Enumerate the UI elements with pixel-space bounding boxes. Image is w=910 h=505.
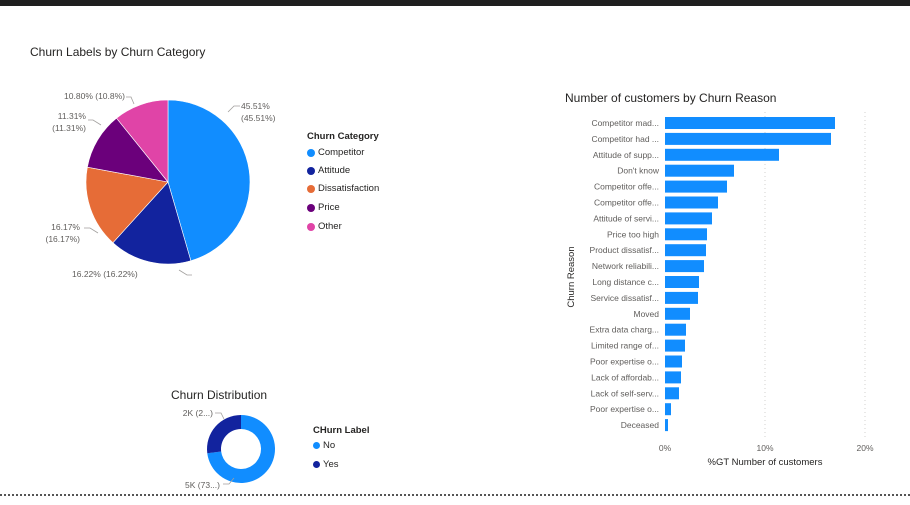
pie-label-competitor: 45.51% <box>241 101 270 111</box>
donut-legend-title: CHurn Label <box>313 425 370 436</box>
bar-category-label: Poor expertise o... <box>590 404 659 414</box>
pie-legend-title: Churn Category <box>307 131 379 142</box>
pie-slice-attitude[interactable] <box>112 181 192 265</box>
legend-label: Dissatisfaction <box>318 183 380 194</box>
bar[interactable] <box>665 244 706 257</box>
pie-label-dissatisfaction: 16.17% <box>51 222 80 232</box>
pie-slice-competitor[interactable] <box>167 99 251 262</box>
bar-category-label: Limited range of... <box>591 341 659 351</box>
bar[interactable] <box>665 291 698 304</box>
x-tick-label: 20% <box>856 443 873 453</box>
legend-label: Attitude <box>318 165 351 176</box>
legend-item-attitude[interactable]: Attitude <box>307 165 350 176</box>
bar-category-label: Network reliabili... <box>592 261 659 271</box>
bar-category-label: Competitor offe... <box>594 182 659 192</box>
legend-dot <box>313 461 320 468</box>
legend-item-price[interactable]: Price <box>307 202 340 213</box>
bar[interactable] <box>665 323 686 336</box>
legend-dot <box>307 166 315 175</box>
bar-category-label: Poor expertise o... <box>590 357 659 367</box>
pie-slice-other[interactable] <box>116 99 169 183</box>
bar-category-label: Product dissatisf... <box>590 245 659 255</box>
bar[interactable] <box>665 419 668 432</box>
legend-item-competitor[interactable]: Competitor <box>307 147 364 158</box>
leader-line <box>126 96 135 105</box>
pie-label-price: 11.31% <box>58 111 87 121</box>
leader-line <box>227 105 240 113</box>
legend-label: Other <box>318 221 342 232</box>
bar[interactable] <box>665 403 671 416</box>
legend-dot <box>307 222 315 231</box>
legend-item-no[interactable]: No <box>313 440 335 451</box>
x-tick-label: 10% <box>756 443 773 453</box>
bar[interactable] <box>665 132 831 145</box>
leader-line <box>223 477 235 485</box>
leader-line <box>88 119 102 126</box>
legend-dot <box>307 184 315 193</box>
x-tick-label: 0% <box>659 443 672 453</box>
bar-chart-title: Number of customers by Churn Reason <box>565 91 777 105</box>
bar[interactable] <box>665 371 681 384</box>
pie-label-price-pct: (11.31%) <box>52 123 86 133</box>
bar[interactable] <box>665 387 679 400</box>
legend-label: No <box>323 440 336 451</box>
donut-chart-title: Churn Distribution <box>171 388 268 402</box>
pie-chart-title: Churn Labels by Churn Category <box>30 45 206 59</box>
bar-category-label: Extra data charg... <box>590 325 659 335</box>
legend-dot <box>307 203 315 212</box>
bar[interactable] <box>665 196 718 209</box>
bar-category-label: Attitude of servi... <box>593 213 659 223</box>
pie-label-attitude: 16.22% (16.22%) <box>72 269 138 279</box>
pie-label-dissatisfaction-pct: (16.17%) <box>46 234 81 244</box>
legend-dot <box>307 148 315 157</box>
bottom-divider <box>0 494 910 496</box>
bar[interactable] <box>665 228 707 241</box>
bar-category-label: Moved <box>633 309 659 319</box>
legend-label: Yes <box>323 459 339 470</box>
x-axis-title: %GT Number of customers <box>708 457 823 468</box>
y-axis-title: Churn Reason <box>566 246 577 307</box>
legend-item-other[interactable]: Other <box>307 221 342 232</box>
leader-line <box>178 269 192 276</box>
bar[interactable] <box>665 260 704 273</box>
legend-dot <box>313 442 320 449</box>
legend-item-yes[interactable]: Yes <box>313 459 339 470</box>
bar[interactable] <box>665 339 685 352</box>
donut-label-yes: 2K (2...) <box>183 408 213 418</box>
bar-category-label: Service dissatisf... <box>591 293 660 303</box>
pie-label-competitor-pct: (45.51%) <box>241 113 276 123</box>
legend-label: Price <box>318 202 340 213</box>
bar[interactable] <box>665 180 727 193</box>
bar[interactable] <box>665 212 712 225</box>
leader-line <box>215 412 225 420</box>
bar[interactable] <box>665 355 682 368</box>
bar-category-label: Long distance c... <box>592 277 659 287</box>
bar-category-label: Competitor offe... <box>594 198 659 208</box>
bar[interactable] <box>665 164 734 177</box>
bar-category-label: Lack of self-serv... <box>591 388 659 398</box>
donut-slice-no[interactable] <box>207 415 275 483</box>
legend-item-dissatisfaction[interactable]: Dissatisfaction <box>307 183 379 194</box>
pie-slice-dissatisfaction[interactable] <box>85 166 169 244</box>
bar-category-label: Competitor mad... <box>591 118 659 128</box>
top-bar <box>0 0 910 6</box>
donut-label-no: 5K (73...) <box>185 480 220 490</box>
bar-category-label: Deceased <box>621 420 660 430</box>
bar[interactable] <box>665 148 779 161</box>
bar-category-label: Competitor had ... <box>591 134 659 144</box>
bar[interactable] <box>665 307 690 320</box>
bar[interactable] <box>665 117 835 129</box>
leader-line <box>84 227 99 234</box>
donut-slice-yes[interactable] <box>206 415 241 454</box>
legend-label: Competitor <box>318 147 365 158</box>
bar-category-label: Attitude of supp... <box>593 150 659 160</box>
bar-category-label: Price too high <box>607 229 659 239</box>
bar[interactable] <box>665 276 699 288</box>
pie-label-other: 10.80% (10.8%) <box>64 91 125 101</box>
bar-category-label: Lack of affordab... <box>591 372 659 382</box>
bar-category-label: Don't know <box>617 166 660 176</box>
